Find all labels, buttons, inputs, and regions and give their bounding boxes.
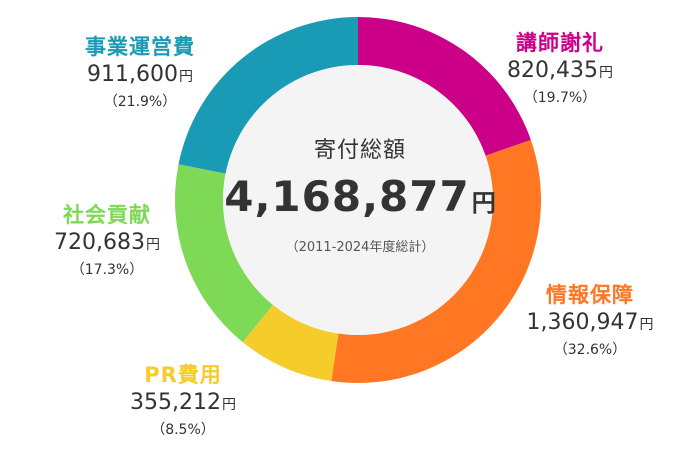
center-title: 寄付総額	[313, 138, 406, 163]
donut-slice-4	[178, 17, 358, 174]
slice-percent: （17.3%）	[70, 262, 144, 278]
slice-name: 講師謝礼	[516, 31, 604, 55]
slice-percent: （21.9%）	[103, 94, 177, 110]
donut-slice-2	[242, 304, 339, 382]
slice-percent: （19.7%）	[523, 90, 597, 106]
label-social-contribution: 社会貢献 720,683円 （17.3%）	[42, 202, 172, 280]
center-period: （2011-2024年度総計）	[285, 240, 435, 255]
slice-percent: （32.6%）	[553, 342, 627, 358]
slice-name: PR費用	[144, 363, 222, 387]
donut-slice-1	[331, 139, 541, 383]
label-operating-cost: 事業運営費 911,600円 （21.9%）	[65, 34, 215, 112]
total-amount: 4,168,877	[224, 172, 470, 221]
slice-amount: 1,360,947円	[526, 310, 654, 335]
slice-percent: （8.5%）	[151, 422, 215, 438]
slice-amount: 355,212円	[130, 390, 236, 415]
label-info-support: 情報保障 1,360,947円 （32.6%）	[515, 282, 665, 360]
total-unit: 円	[471, 189, 496, 217]
donut-slice-0	[358, 17, 531, 156]
slice-amount: 720,683円	[54, 230, 160, 255]
center-total: 4,168,877円	[210, 172, 510, 221]
slice-name: 事業運営費	[85, 35, 195, 59]
label-pr-cost: PR費用 355,212円 （8.5%）	[118, 362, 248, 440]
donut-slice-3	[174, 164, 273, 343]
slice-name: 社会貢献	[63, 203, 151, 227]
slice-amount: 820,435円	[507, 58, 613, 83]
slice-amount: 911,600円	[87, 62, 193, 87]
label-lecturer-fee: 講師謝礼 820,435円 （19.7%）	[495, 30, 625, 108]
slice-name: 情報保障	[546, 283, 634, 307]
donut-center	[223, 65, 493, 335]
